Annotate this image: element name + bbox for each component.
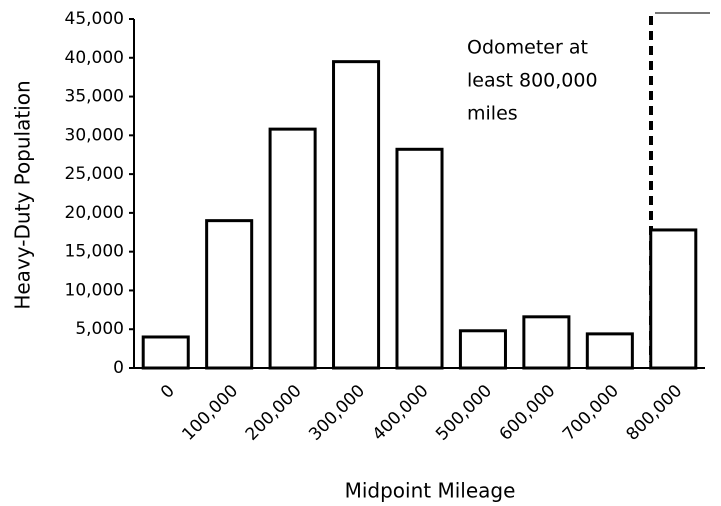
annotation: miles [467,103,518,125]
bar [585,332,634,370]
y-tick-label: 0 [113,358,124,378]
y-tick-label: 20,000 [65,203,124,223]
x-tick-label: 200,000 [242,381,306,445]
y-tick-label: 25,000 [65,164,124,184]
y-tick-label: 35,000 [65,87,124,107]
y-tick-label: 40,000 [65,48,124,68]
bar [458,329,507,370]
bar [522,315,571,370]
bar [141,335,190,370]
x-tick-label: 400,000 [369,381,433,445]
annotation: Odometer at [467,37,588,59]
x-tick-label: 0 [157,381,179,403]
y-tick-label: 45,000 [65,9,124,29]
y-tick-label: 5,000 [75,319,124,339]
bar [205,219,254,370]
x-tick-label: 300,000 [305,381,369,445]
bar [649,228,698,370]
y-tick-label: 30,000 [65,125,124,145]
x-tick-label: 100,000 [178,381,242,445]
bar [395,147,444,370]
y-axis-title: Heavy-Duty Population [11,80,35,309]
y-tick-label: 15,000 [65,242,124,262]
annotation: least 800,000 [467,70,598,92]
x-tick-label: 800,000 [622,381,686,445]
y-tick-label: 10,000 [65,280,124,300]
x-tick-label: 500,000 [432,381,496,445]
x-tick-label: 700,000 [559,381,623,445]
x-axis-title: Midpoint Mileage [345,479,516,503]
x-tick-label: 600,000 [496,381,560,445]
bar [332,60,381,370]
bar [268,127,317,370]
